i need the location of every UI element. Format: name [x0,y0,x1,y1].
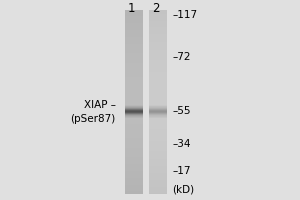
Text: (pSer87): (pSer87) [70,114,116,124]
Text: –72: –72 [172,52,191,62]
Text: 1: 1 [128,1,135,15]
Text: –34: –34 [172,139,191,149]
Text: 2: 2 [152,1,160,15]
Text: –55: –55 [172,106,191,116]
Text: –117: –117 [172,10,198,20]
Text: –17: –17 [172,166,191,176]
Text: XIAP –: XIAP – [83,100,116,110]
Text: (kD): (kD) [172,184,195,194]
